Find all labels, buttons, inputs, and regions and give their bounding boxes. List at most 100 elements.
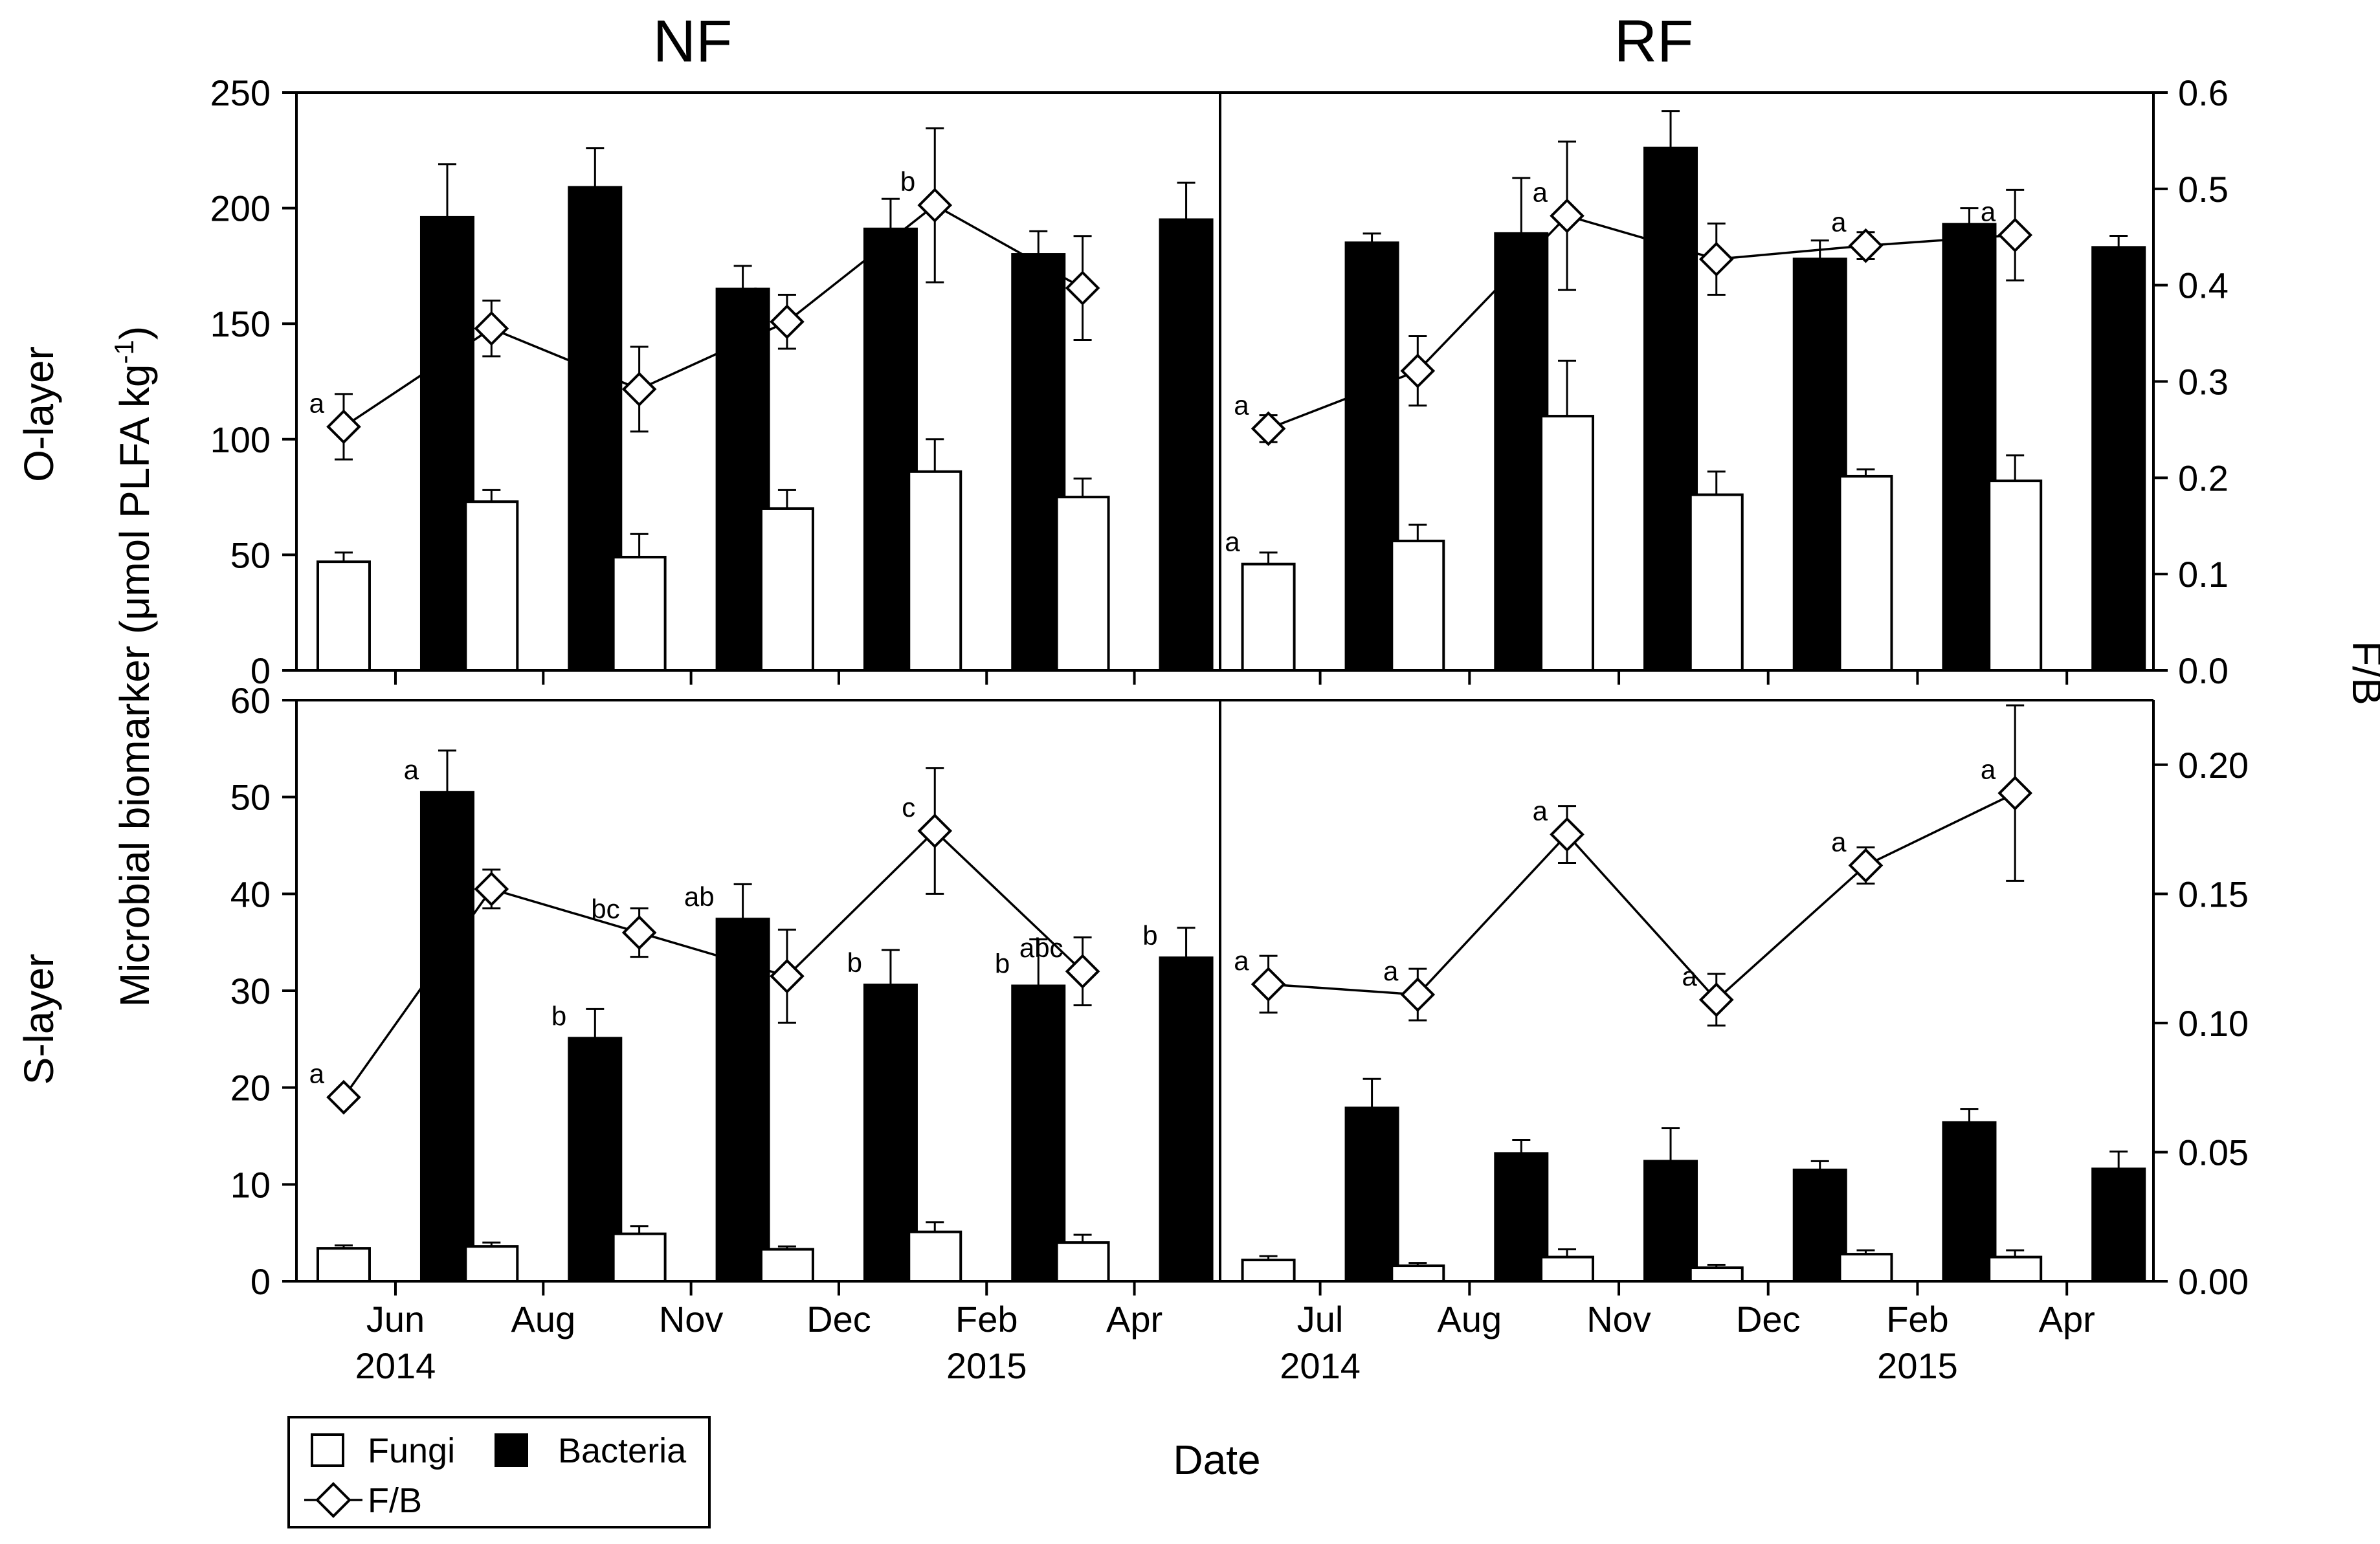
p1-fb-letter: a (1234, 390, 1249, 420)
p2-fb-point (770, 958, 805, 994)
p1-bar-bacteria (2091, 246, 2146, 672)
p3-fb-point (1550, 817, 1585, 852)
p3-bar-fungi (1689, 1266, 1744, 1283)
p0-fb-letter: ab (442, 290, 473, 320)
p0-fb-point (917, 188, 953, 223)
p2-fb-letter: c (902, 792, 915, 822)
legend-fb-marker (315, 1482, 351, 1518)
p3-fb-letter: a (1533, 796, 1548, 826)
row-label-o-layer: O-layer (16, 346, 62, 482)
p0-ytick-label: 250 (210, 72, 271, 113)
p3-y2tick-label: 0.05 (2178, 1132, 2249, 1173)
p2-fb-letter: ab (737, 938, 768, 968)
p3-bar-fungi (1540, 1255, 1595, 1283)
p2-bar-fungi (612, 1232, 667, 1283)
legend-fb-label: F/B (368, 1481, 422, 1520)
p2-ytick-label: 20 (230, 1068, 271, 1108)
p2-ytick-label: 30 (230, 971, 271, 1011)
p2-letter-bacteria: b (1142, 920, 1157, 951)
p3-y2tick-label: 0.15 (2178, 874, 2249, 914)
p0-bar-fungi (1055, 496, 1110, 672)
p1-bar-bacteria (1344, 241, 1399, 672)
p2-ytick-label: 0 (250, 1261, 271, 1302)
title-rf: RF (1614, 8, 1694, 74)
legend-frame (287, 1416, 711, 1528)
p1-fb-point (1997, 217, 2033, 253)
p2-xtick-label: Nov (659, 1299, 724, 1340)
p2-fb-letter: abc (1019, 932, 1063, 963)
p0-bar-fungi (759, 507, 814, 672)
p3-bar-fungi (1241, 1259, 1296, 1283)
p3-fb-point (1698, 982, 1734, 1017)
p1-letter-fungi: ab (1658, 458, 1688, 488)
p3-bar-fungi (1838, 1253, 1893, 1283)
y-axis-title: Microbial biomarker (μmol PLFA kg-1) (109, 326, 158, 1007)
p1-bar-fungi (1838, 474, 1893, 672)
p2-fb-point (474, 872, 509, 907)
p1-fb-point (1251, 411, 1286, 447)
p1-fb-point (1400, 353, 1436, 388)
p0-ytick-label: 0 (250, 650, 271, 691)
p1-fb-letter: a (1383, 332, 1399, 362)
p2-letter-bacteria: b (995, 949, 1010, 979)
legend-fungi-label: Fungi (368, 1431, 455, 1470)
p2-bar-bacteria (1011, 984, 1066, 1283)
p0-bar-bacteria (715, 287, 770, 672)
p1-y2tick-label: 0.3 (2178, 362, 2229, 403)
p2-ytick-label: 60 (230, 680, 271, 721)
row-label-s-layer: S-layer (16, 954, 62, 1085)
p2-xtick-label: Apr (1106, 1299, 1162, 1340)
p2-xtick-label: Jun (366, 1299, 425, 1340)
p1-fb-line (1267, 214, 2016, 430)
p2-fb-letter: bc (443, 850, 472, 881)
p1-letter-fungi: ab (1807, 439, 1838, 469)
p0-fb-point (1065, 270, 1100, 305)
p0-bar-fungi (612, 555, 667, 672)
p3-bar-bacteria (1344, 1107, 1399, 1283)
p0-ytick-label: 200 (210, 188, 271, 229)
p3-y2tick-label: 0.10 (2178, 1003, 2249, 1044)
p3-xtick-label: Dec (1736, 1299, 1801, 1340)
p3-y2tick-label: 0.20 (2178, 745, 2249, 786)
p2-year-label: 2014 (355, 1345, 436, 1386)
p3-xtick-label: Feb (1886, 1299, 1949, 1340)
p3-year-label: 2015 (1877, 1345, 1958, 1386)
p0-fb-letter: a (309, 388, 325, 418)
p0-ytick-label: 50 (230, 535, 271, 575)
p1-y2tick-label: 0.5 (2178, 169, 2229, 210)
p0-fb-letter: b (900, 166, 915, 197)
p0-bar-fungi (464, 500, 519, 672)
p3-bar-bacteria (1494, 1152, 1549, 1283)
p2-letter-bacteria: b (847, 947, 862, 978)
p2-bar-bacteria (1159, 956, 1214, 1283)
p2-fb-point (917, 813, 953, 848)
p2-bar-fungi (316, 1247, 371, 1283)
p3-xtick-label: Nov (1586, 1299, 1651, 1340)
p1-letter-fungi: b (1524, 379, 1539, 409)
p0-fb-letter: ab (1033, 249, 1063, 280)
p3-fb-point (1997, 775, 2033, 811)
p3-bar-bacteria (2091, 1167, 2146, 1283)
p3-fb-line (1268, 792, 2016, 1002)
p1-y2tick-label: 0.6 (2178, 72, 2229, 113)
p2-bar-bacteria (419, 791, 474, 1283)
p2-fb-line (342, 829, 1084, 1098)
p0-bar-fungi (907, 470, 962, 672)
p1-y2tick-label: 0.0 (2178, 650, 2229, 691)
p3-bar-bacteria (1942, 1121, 1997, 1283)
p0-fb-point (326, 409, 361, 445)
p0-fb-letter: ab (590, 350, 620, 380)
p3-bar-bacteria (1792, 1168, 1847, 1283)
p1-bar-fungi (1390, 539, 1445, 672)
p2-letter-bacteria: ab (684, 881, 715, 912)
p0-ytick-label: 100 (210, 419, 271, 460)
y-axis-title-close: ) (111, 326, 158, 340)
p1-fb-letter: a (1981, 196, 1996, 226)
p0-bar-fungi (316, 560, 371, 672)
p2-fb-letter: bc (591, 894, 619, 924)
p2-bar-fungi (1055, 1241, 1110, 1283)
p1-bar-fungi (1540, 415, 1595, 672)
title-nf: NF (653, 8, 733, 74)
p1-letter-fungi: ab (1359, 503, 1390, 534)
